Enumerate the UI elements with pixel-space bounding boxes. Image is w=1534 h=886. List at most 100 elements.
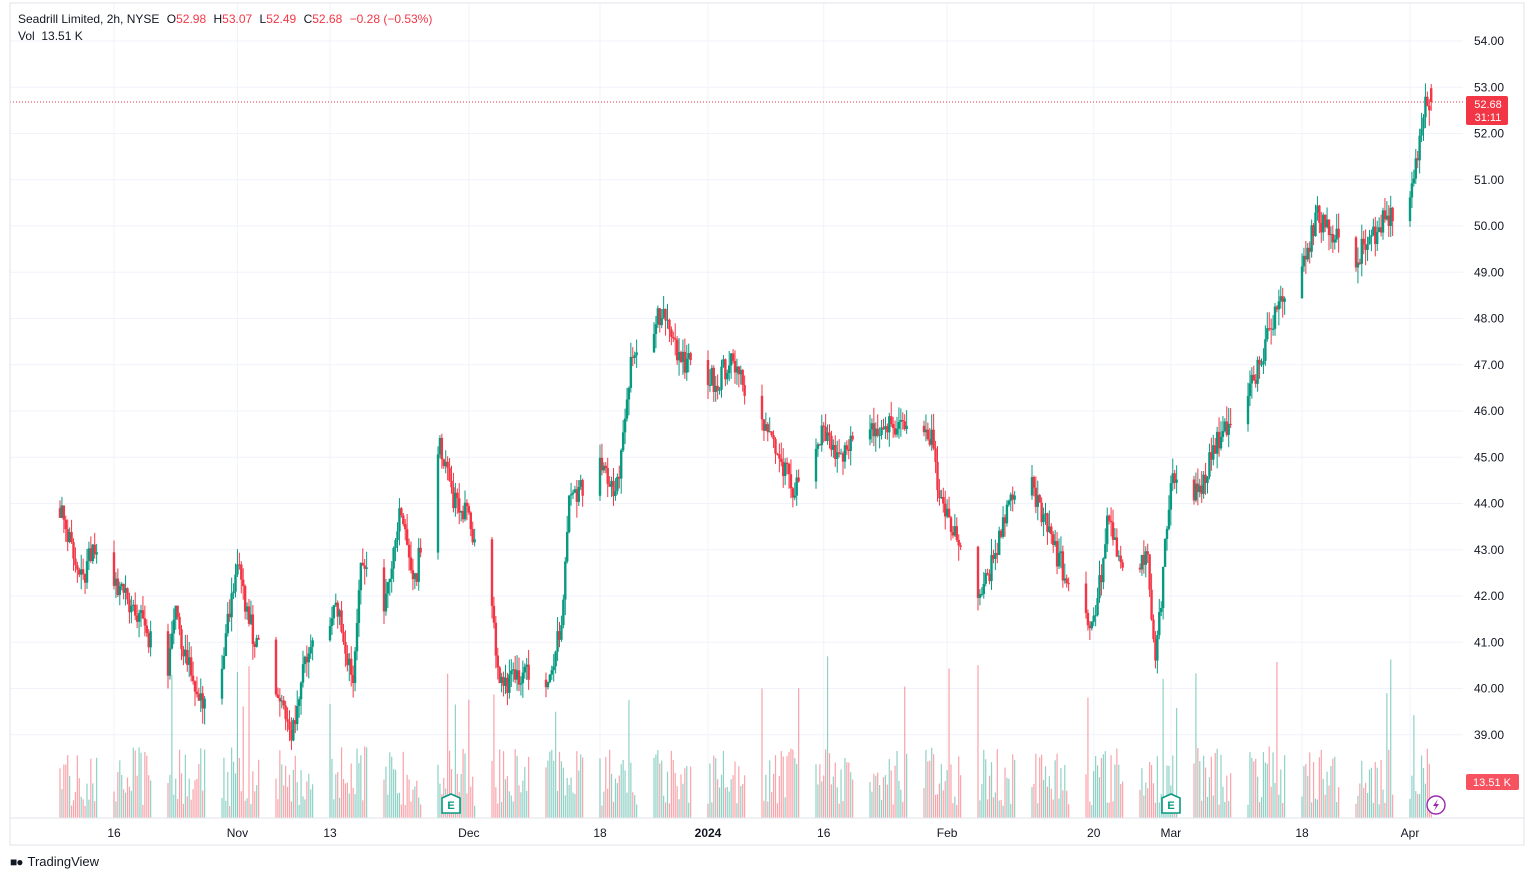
volume-bar (763, 800, 765, 818)
volume-bar (1382, 789, 1384, 818)
candle-body (1377, 227, 1381, 232)
volume-bar (987, 799, 989, 818)
candle-body (230, 593, 233, 618)
volume-bar (1424, 783, 1427, 818)
volume-bar (1210, 756, 1212, 818)
volume-bar (221, 797, 223, 818)
candle-body (836, 452, 839, 459)
volume-bar (1199, 761, 1201, 818)
x-tick-label: Mar (1161, 826, 1182, 840)
y-tick-label: 48.00 (1474, 312, 1504, 326)
candle-body (899, 420, 903, 422)
volume-bar (940, 764, 942, 818)
candle-body (311, 640, 314, 647)
footer-brand[interactable]: ■● TradingView (10, 854, 99, 869)
volume-bar (657, 750, 659, 818)
volume-bar (1068, 804, 1070, 818)
candle-body (888, 416, 891, 433)
candle-body (891, 424, 895, 429)
volume-bar (1193, 763, 1195, 818)
candle-body (390, 568, 393, 579)
earnings-icon (1161, 793, 1181, 814)
candle-body (336, 602, 339, 617)
candle-body (1104, 544, 1107, 559)
volume-bar (888, 758, 890, 818)
volume-bar (288, 774, 291, 818)
x-tick-label: Feb (937, 826, 958, 840)
volume-bar (202, 790, 204, 818)
volume-bar (1301, 796, 1303, 818)
candle-body (361, 562, 364, 566)
volume-bar (1120, 783, 1122, 818)
volume-bar (1257, 776, 1259, 818)
candle-body (1304, 255, 1308, 260)
candle-body (398, 508, 401, 532)
volume-bar (171, 675, 173, 818)
candle-body (1115, 537, 1119, 557)
candle-body (710, 367, 714, 385)
candle-body (1100, 575, 1103, 583)
candle-body (1391, 207, 1394, 222)
legend-symbol[interactable]: Seadrill Limited, 2h, NYSE (18, 12, 160, 26)
volume-bar (292, 770, 294, 818)
volume-bar (84, 805, 86, 818)
time-axis[interactable]: 16 Nov 13 Dec 18 2024 16 Feb 20 Mar 18 Apr (107, 826, 1419, 840)
price-axis[interactable]: 54.00 53.00 52.00 51.00 50.00 49.00 48.00 47.00… (1474, 34, 1504, 742)
candle-body (446, 461, 449, 468)
candle-body (1113, 537, 1117, 540)
volume-bar (576, 751, 578, 818)
candle-body (1057, 553, 1061, 567)
candle-body (1165, 528, 1169, 539)
volume-bar (466, 793, 468, 818)
candle-body (1420, 128, 1423, 136)
candle-body (1379, 227, 1383, 233)
candle-body (1283, 298, 1286, 302)
candle-body (405, 529, 409, 545)
volume-bar (817, 784, 819, 818)
volume-bar (246, 798, 248, 818)
earnings-marker-1[interactable]: E (441, 793, 461, 814)
volume-bar (406, 774, 408, 818)
lightning-marker[interactable] (1426, 795, 1446, 815)
volume-bar (1100, 758, 1103, 818)
volume-bar (298, 804, 300, 818)
volume-bar (875, 775, 877, 818)
volume-bar (549, 751, 551, 818)
volume-bar (231, 747, 233, 818)
volume-bar (568, 785, 570, 818)
candle-body (978, 594, 982, 598)
candle-body (652, 333, 656, 353)
candle-body (303, 656, 307, 665)
volume-bar (823, 775, 825, 818)
candle-body (510, 670, 513, 675)
volume-bar (574, 793, 576, 818)
candle-body (681, 351, 685, 362)
candle-body (818, 444, 822, 446)
event-markers[interactable]: E E (441, 793, 1446, 815)
candle-body (353, 651, 357, 684)
volume-bar (927, 761, 929, 818)
y-tick-label: 46.00 (1474, 404, 1504, 418)
candle-body (778, 454, 781, 459)
volume-bar (1359, 783, 1361, 818)
candle-body (564, 561, 567, 600)
candle-body (1308, 247, 1311, 252)
volume-bar (1048, 776, 1050, 818)
volume-legend-label[interactable]: Vol (18, 29, 35, 43)
candle-body (1250, 374, 1254, 384)
candle-body (1142, 554, 1146, 565)
volume-bar (632, 792, 634, 818)
candle-body (1194, 483, 1198, 501)
chart-legend: Seadrill Limited, 2h, NYSE O52.98 H53.07… (18, 11, 432, 28)
earnings-marker-2[interactable]: E (1161, 793, 1181, 814)
volume-bar (622, 760, 624, 818)
candle-body (1144, 551, 1147, 565)
candle-body (502, 676, 505, 686)
volume-bar (418, 797, 420, 818)
volume-bar (352, 787, 354, 818)
candle-body (1215, 431, 1219, 454)
volume-bar (720, 774, 723, 818)
candle-body (1084, 583, 1088, 614)
volume-bar (1278, 794, 1280, 818)
